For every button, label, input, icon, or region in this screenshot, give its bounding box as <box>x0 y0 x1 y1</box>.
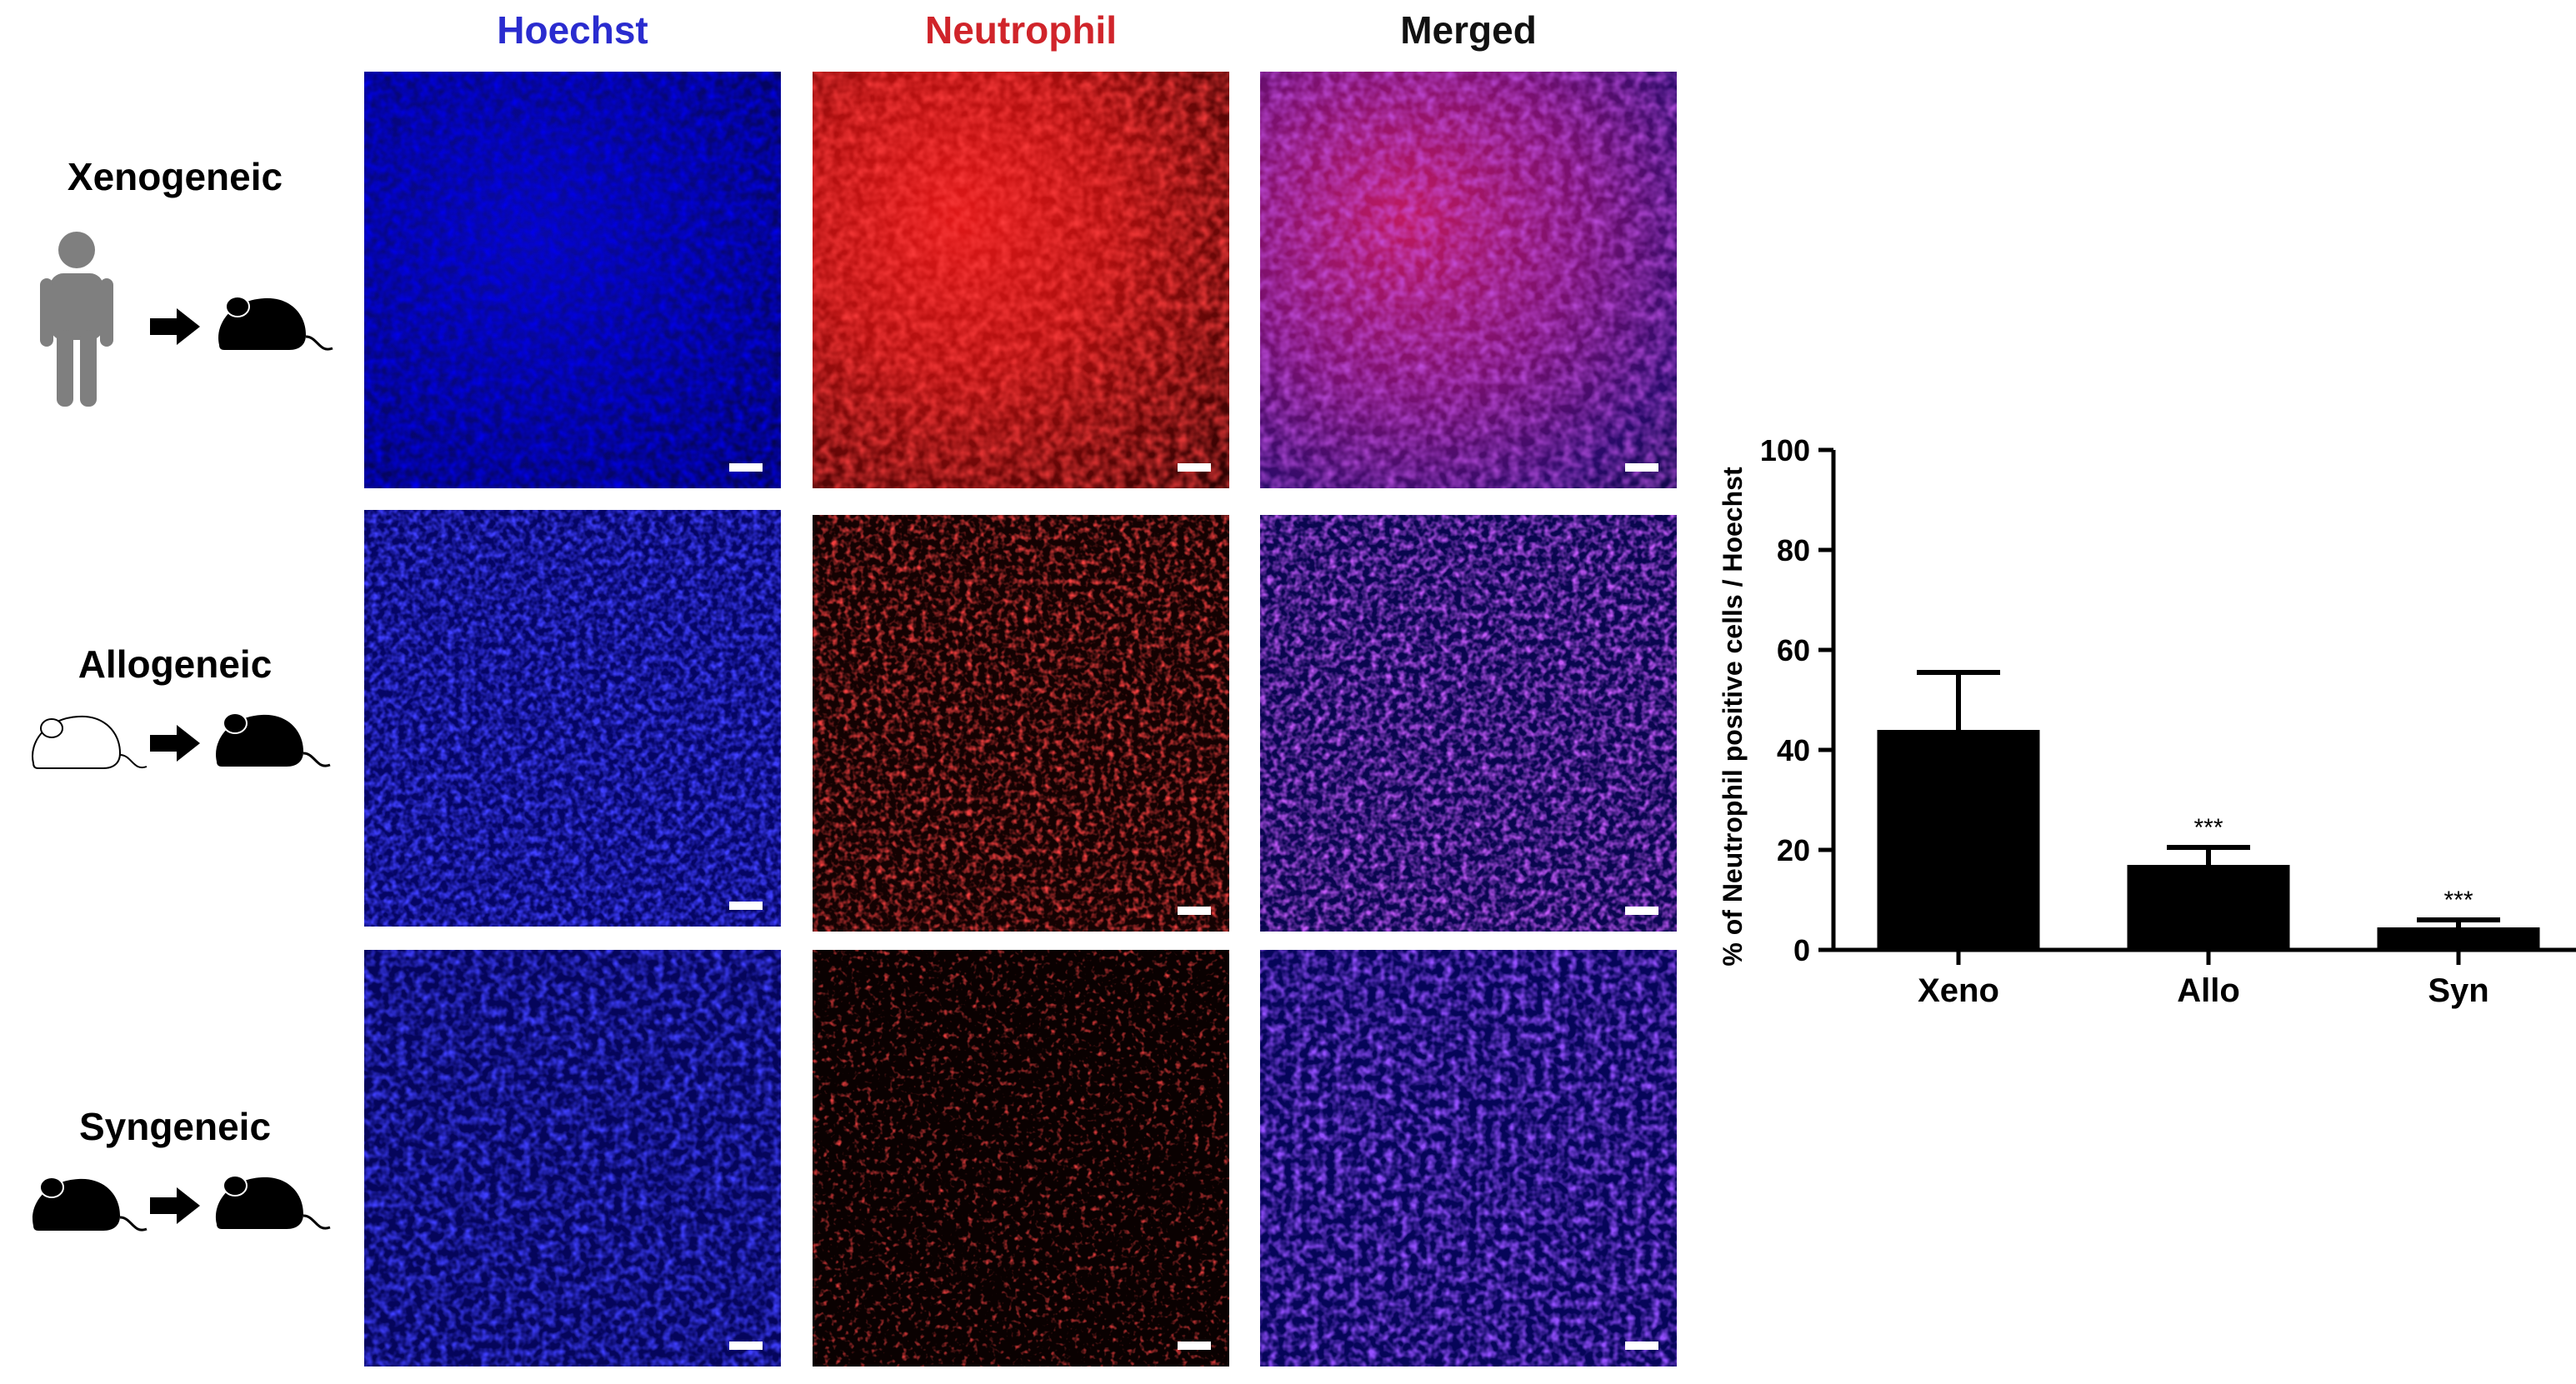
micrograph-syn-hoechst <box>364 950 781 1367</box>
y-tick-label: 80 <box>1777 533 1810 567</box>
micrograph-texture <box>364 72 781 488</box>
bar-xeno <box>1877 730 2040 950</box>
y-tick-label: 20 <box>1777 833 1810 867</box>
micrograph-syn-neutrophil <box>813 950 1229 1367</box>
scale-bar <box>729 463 763 472</box>
significance-label: *** <box>2443 887 2473 914</box>
arrow-right-icon <box>150 1187 200 1224</box>
micrograph-texture <box>364 950 781 1367</box>
y-axis-label: % of Neutrophil positive cells / Hoechst <box>1718 467 1748 967</box>
syngeneic-icons <box>25 1154 342 1250</box>
scale-bar <box>1178 463 1211 472</box>
x-tick-label: Xeno <box>1918 972 1999 1009</box>
x-tick-label: Syn <box>2428 972 2488 1009</box>
micrograph-texture <box>813 515 1229 932</box>
x-tick-label: Allo <box>2177 972 2240 1009</box>
row-label-xenogeneic: Xenogeneic <box>67 155 283 198</box>
column-header-hoechst: Hoechst <box>497 8 648 52</box>
micrograph-texture <box>364 510 781 927</box>
row-label-syngeneic: Syngeneic <box>78 1105 272 1148</box>
micrograph-xeno-merged <box>1260 72 1677 488</box>
bar-allo <box>2127 865 2290 950</box>
significance-label: *** <box>2193 814 2223 842</box>
micrograph-allo-hoechst <box>364 510 781 927</box>
micrograph-texture <box>1260 72 1677 488</box>
scale-bar <box>1178 1342 1211 1350</box>
micrograph-allo-merged <box>1260 515 1677 932</box>
micrograph-texture <box>813 950 1229 1367</box>
human-icon <box>40 232 113 407</box>
micrograph-syn-merged <box>1260 950 1677 1367</box>
neutrophil-bar-chart: 0 20 40 60 80 100 % of Neutrophil positive cel… <box>1718 433 2576 1009</box>
column-header-neutrophil: Neutrophil <box>925 8 1117 52</box>
row-label-allogeneic: Allogeneic <box>78 642 273 686</box>
white-mouse-icon <box>32 715 148 769</box>
micrograph-texture <box>813 72 1229 488</box>
y-tick-label: 40 <box>1777 733 1810 767</box>
black-mouse-icon <box>216 1175 331 1230</box>
xenogeneic-icons <box>25 225 342 421</box>
micrograph-texture <box>1260 950 1677 1367</box>
arrow-right-icon <box>150 725 200 762</box>
micrograph-xeno-hoechst <box>364 72 781 488</box>
allogeneic-icons <box>25 692 342 787</box>
y-tick-label: 0 <box>1793 933 1810 967</box>
micrograph-xeno-neutrophil <box>813 72 1229 488</box>
black-mouse-icon <box>218 296 333 351</box>
scale-bar <box>1625 907 1658 915</box>
scale-bar <box>729 1342 763 1350</box>
scale-bar <box>1625 1342 1658 1350</box>
column-header-merged: Merged <box>1400 8 1537 52</box>
scale-bar <box>729 902 763 910</box>
black-mouse-icon <box>33 1177 148 1232</box>
scale-bar <box>1178 907 1211 915</box>
arrow-right-icon <box>150 308 200 345</box>
black-mouse-icon <box>216 712 331 767</box>
micrograph-allo-neutrophil <box>813 515 1229 932</box>
micrograph-texture <box>1260 515 1677 932</box>
scale-bar <box>1625 463 1658 472</box>
bar-syn <box>2377 927 2540 950</box>
y-tick-label: 100 <box>1760 433 1810 467</box>
y-tick-label: 60 <box>1777 633 1810 667</box>
